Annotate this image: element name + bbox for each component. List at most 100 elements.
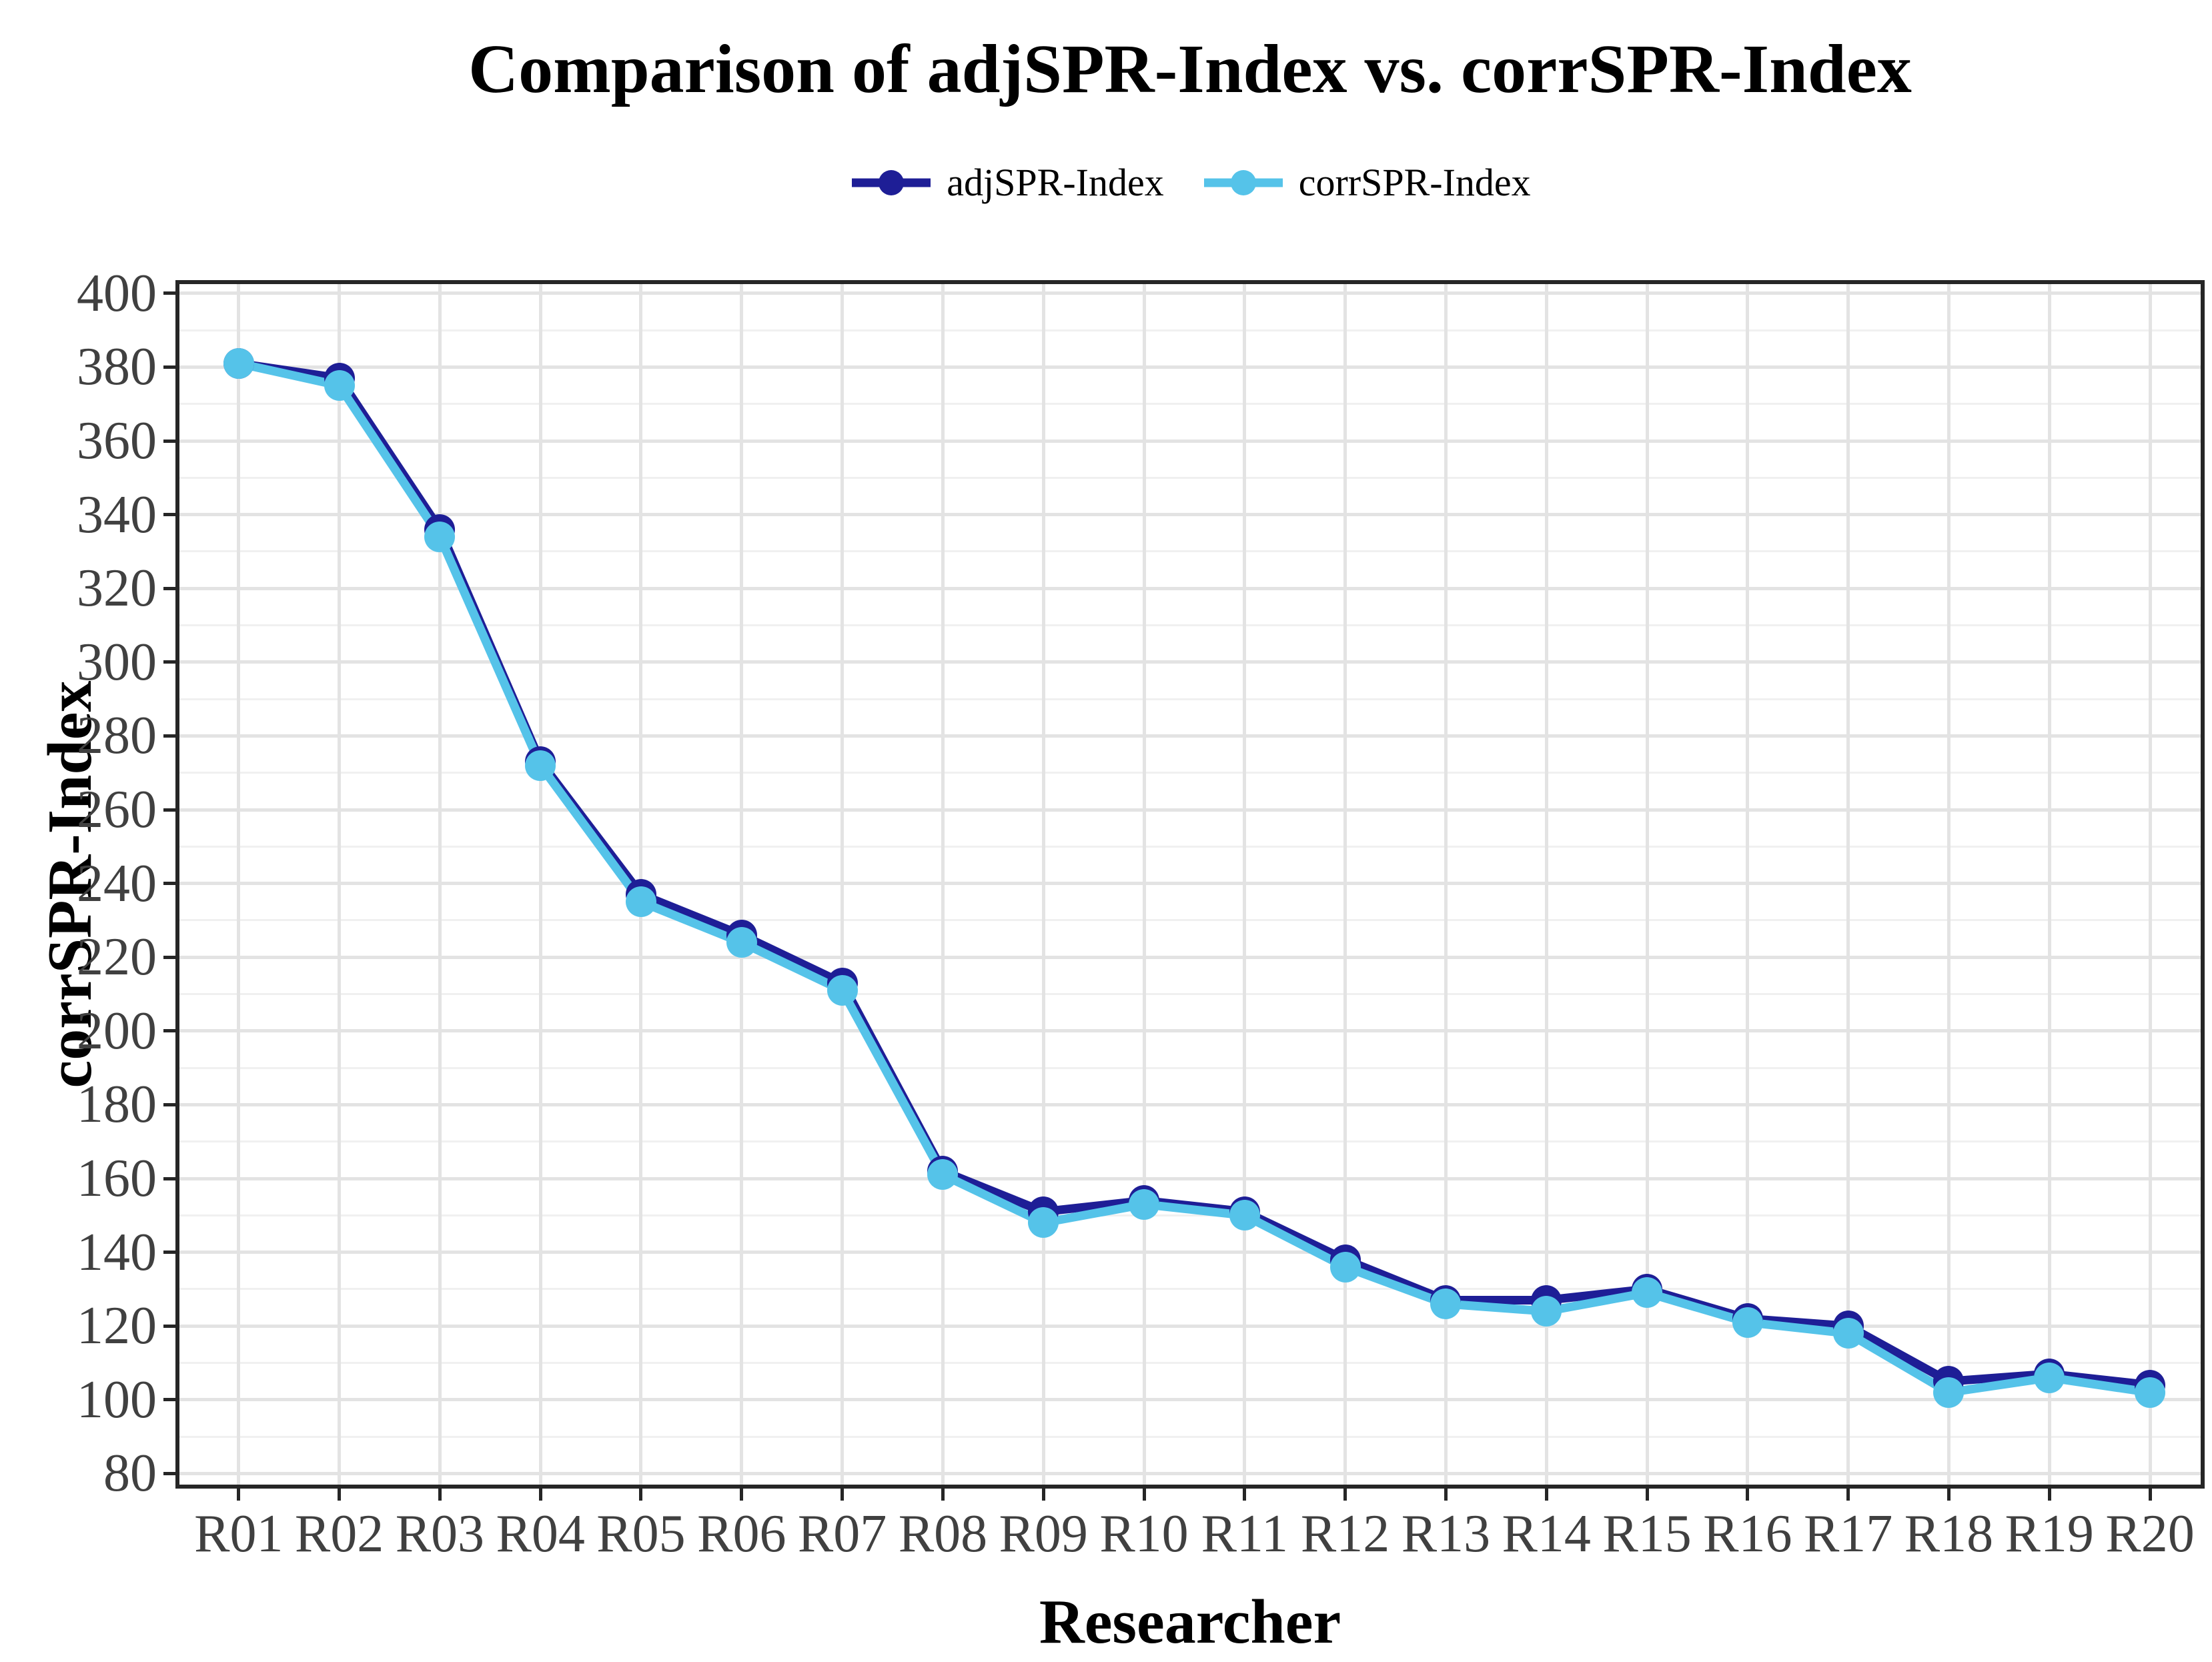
- v-gridline-R03: [438, 284, 442, 1485]
- x-tick-mark-R06: [740, 1489, 744, 1501]
- data-point-corrSPR-Index-R11: [1229, 1200, 1260, 1231]
- x-tick-mark-R08: [941, 1489, 945, 1501]
- x-tick-label-R20: R20: [2105, 1505, 2195, 1563]
- x-tick-mark-R14: [1544, 1489, 1548, 1501]
- legend-key-corrspr-icon: [1203, 170, 1283, 195]
- legend-item-corrspr: corrSPR-Index: [1201, 161, 1531, 204]
- y-tick-label-200: 200: [77, 1001, 157, 1060]
- y-tick-label-280: 280: [77, 706, 157, 766]
- v-gridline-R12: [1343, 284, 1347, 1485]
- y-tick-label-240: 240: [77, 854, 157, 913]
- y-tick-mark-80: [163, 1471, 175, 1475]
- x-tick-mark-R02: [338, 1489, 342, 1501]
- h-gridline-major-200: [179, 1029, 2201, 1033]
- x-tick-label-R01: R01: [194, 1505, 284, 1563]
- x-tick-mark-R05: [639, 1489, 643, 1501]
- h-gridline-minor-190: [179, 1066, 2201, 1069]
- x-tick-label-R07: R07: [797, 1505, 887, 1563]
- h-gridline-major-160: [179, 1176, 2201, 1180]
- v-gridline-R04: [538, 284, 542, 1485]
- x-tick-label-R02: R02: [294, 1505, 384, 1563]
- data-point-corrSPR-Index-R06: [726, 927, 757, 958]
- h-gridline-major-400: [179, 291, 2201, 295]
- y-tick-label-260: 260: [77, 780, 157, 840]
- x-axis-title: Researcher: [1039, 1587, 1341, 1657]
- data-point-corrSPR-Index-R13: [1430, 1289, 1462, 1320]
- x-tick-label-R11: R11: [1201, 1505, 1288, 1563]
- y-tick-mark-100: [163, 1398, 175, 1402]
- plot-panel: [175, 280, 2205, 1489]
- h-gridline-minor-210: [179, 993, 2201, 996]
- h-gridline-minor-110: [179, 1362, 2201, 1364]
- y-tick-mark-280: [163, 734, 175, 738]
- v-gridline-R16: [1746, 284, 1750, 1485]
- y-tick-label-340: 340: [77, 485, 157, 544]
- x-tick-mark-R11: [1243, 1489, 1247, 1501]
- y-tick-mark-120: [163, 1324, 175, 1328]
- y-tick-label-300: 300: [77, 632, 157, 692]
- h-gridline-minor-130: [179, 1288, 2201, 1291]
- h-gridline-major-280: [179, 734, 2201, 738]
- h-gridline-minor-290: [179, 698, 2201, 700]
- h-gridline-major-380: [179, 365, 2201, 369]
- x-tick-label-R06: R06: [697, 1505, 786, 1563]
- x-tick-label-R19: R19: [2005, 1505, 2094, 1563]
- x-tick-mark-R19: [2047, 1489, 2051, 1501]
- y-tick-label-140: 140: [77, 1222, 157, 1282]
- y-tick-mark-260: [163, 808, 175, 812]
- x-tick-mark-R04: [538, 1489, 542, 1501]
- v-gridline-R07: [841, 284, 845, 1485]
- data-point-corrSPR-Index-R07: [826, 974, 858, 1006]
- y-tick-label-220: 220: [77, 928, 157, 987]
- y-tick-mark-300: [163, 660, 175, 664]
- y-tick-label-360: 360: [77, 411, 157, 471]
- y-tick-mark-200: [163, 1029, 175, 1033]
- v-gridline-R10: [1142, 284, 1146, 1485]
- y-tick-label-180: 180: [77, 1075, 157, 1134]
- series-line-corrSPR-Index: [234, 359, 2155, 1397]
- h-gridline-minor-270: [179, 772, 2201, 774]
- h-gridline-major-100: [179, 1398, 2201, 1402]
- h-gridline-minor-390: [179, 329, 2201, 331]
- h-gridline-major-120: [179, 1324, 2201, 1328]
- x-tick-label-R14: R14: [1502, 1505, 1591, 1563]
- x-tick-label-R12: R12: [1300, 1505, 1390, 1563]
- data-point-corrSPR-Index-R19: [2034, 1362, 2065, 1393]
- h-gridline-major-240: [179, 882, 2201, 886]
- x-tick-label-R15: R15: [1602, 1505, 1692, 1563]
- data-point-corrSPR-Index-R05: [625, 886, 656, 918]
- v-gridline-R02: [338, 284, 342, 1485]
- h-gridline-major-80: [179, 1471, 2201, 1475]
- y-tick-mark-160: [163, 1176, 175, 1180]
- y-tick-mark-180: [163, 1102, 175, 1106]
- h-gridline-major-340: [179, 513, 2201, 517]
- v-gridline-R18: [1947, 284, 1951, 1485]
- x-tick-label-R04: R04: [496, 1505, 585, 1563]
- y-tick-mark-240: [163, 882, 175, 886]
- h-gridline-minor-370: [179, 403, 2201, 405]
- y-tick-label-380: 380: [77, 337, 157, 397]
- v-gridline-R20: [2148, 284, 2152, 1485]
- v-gridline-R14: [1544, 284, 1548, 1485]
- v-gridline-R09: [1041, 284, 1045, 1485]
- y-tick-mark-320: [163, 586, 175, 590]
- h-gridline-major-260: [179, 808, 2201, 812]
- x-tick-label-R17: R17: [1803, 1505, 1893, 1563]
- x-tick-mark-R07: [841, 1489, 845, 1501]
- h-gridline-minor-150: [179, 1214, 2201, 1216]
- h-gridline-minor-310: [179, 624, 2201, 627]
- h-gridline-major-180: [179, 1102, 2201, 1106]
- y-tick-label-400: 400: [77, 263, 157, 323]
- x-tick-label-R18: R18: [1904, 1505, 1994, 1563]
- x-tick-mark-R03: [438, 1489, 442, 1501]
- chart-title: Comparison of adjSPR-Index vs. corrSPR-I…: [468, 31, 1912, 107]
- y-tick-mark-380: [163, 365, 175, 369]
- y-tick-label-320: 320: [77, 559, 157, 618]
- legend-item-adjspr: adjSPR-Index: [849, 161, 1164, 204]
- x-tick-label-R08: R08: [898, 1505, 988, 1563]
- data-point-corrSPR-Index-R02: [324, 370, 355, 401]
- v-gridline-R06: [740, 284, 744, 1485]
- h-gridline-minor-330: [179, 550, 2201, 553]
- y-tick-mark-360: [163, 439, 175, 443]
